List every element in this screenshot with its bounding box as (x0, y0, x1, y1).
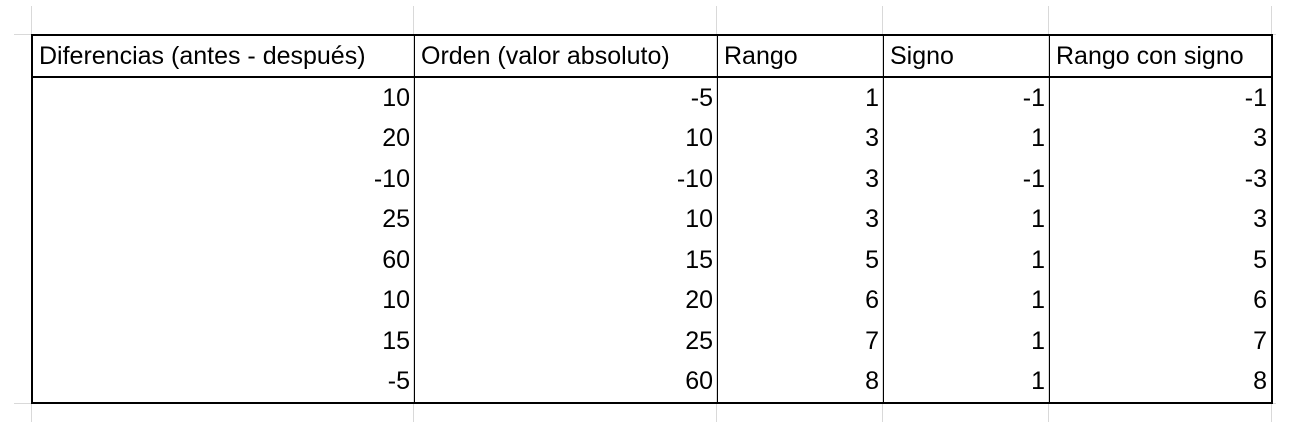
table-cell[interactable]: 5 (718, 240, 884, 281)
table-cell[interactable]: 60 (415, 361, 718, 402)
table-cell[interactable]: 1 (884, 280, 1050, 321)
table-cell[interactable]: 3 (718, 159, 884, 200)
table-cell[interactable]: 3 (718, 199, 884, 240)
table-cell[interactable]: -3 (1244, 164, 1267, 193)
table-cell[interactable]: 1 (884, 321, 1050, 362)
table-cell[interactable]: 20 (33, 118, 415, 159)
table-cell[interactable]: 1 (884, 199, 1050, 240)
table-cell[interactable]: 1 (884, 240, 1050, 281)
table-cell[interactable]: 60 (33, 240, 415, 281)
table-cell[interactable]: 3 (1253, 205, 1267, 234)
table-cell[interactable]: 25 (33, 199, 415, 240)
table-cell[interactable]: 8 (718, 361, 884, 402)
table-cell[interactable]: 10 (33, 280, 415, 321)
table-cell[interactable]: 6 (718, 280, 884, 321)
table-cell[interactable]: 10 (33, 78, 415, 119)
table-cell[interactable]: 25 (415, 321, 718, 362)
table-cell[interactable]: -5 (33, 361, 415, 402)
header-cell-orden[interactable]: Orden (valor absoluto) (415, 36, 718, 78)
table-cell[interactable]: 1 (884, 361, 1050, 402)
header-cell-signo[interactable]: Signo (884, 36, 1050, 78)
table-cell[interactable]: 1 (718, 78, 884, 119)
table-cell[interactable]: -1 (884, 159, 1050, 200)
table-cell[interactable]: 7 (1253, 326, 1267, 355)
table-cell[interactable]: 6 (1253, 286, 1267, 315)
table-cell[interactable]: 5 (1253, 245, 1267, 274)
table-cell[interactable]: 3 (718, 118, 884, 159)
table-cell[interactable]: 8 (1253, 367, 1267, 396)
data-table: Diferencias (antes - después) Orden (val… (31, 34, 1273, 404)
table-cell[interactable]: 10 (415, 118, 718, 159)
table-cell[interactable]: 20 (415, 280, 718, 321)
table-cell[interactable]: -1 (884, 78, 1050, 119)
table-cell[interactable]: 10 (415, 199, 718, 240)
table-cell[interactable]: 3 (1253, 124, 1267, 153)
table-cell[interactable]: 7 (718, 321, 884, 362)
table-cell[interactable]: -10 (415, 159, 718, 200)
table-cell[interactable]: 15 (415, 240, 718, 281)
table-cell[interactable]: -5 (415, 78, 718, 119)
header-cell-diferencias[interactable]: Diferencias (antes - después) (33, 36, 415, 78)
header-cell-rango[interactable]: Rango (718, 36, 884, 78)
table-cell[interactable]: 15 (33, 321, 415, 362)
table-cell[interactable]: -10 (33, 159, 415, 200)
header-cell-rango-con-signo[interactable]: Rango con signo (1050, 36, 1271, 78)
table-cell[interactable]: 1 (884, 118, 1050, 159)
table-cell[interactable]: -1 (1244, 83, 1267, 112)
